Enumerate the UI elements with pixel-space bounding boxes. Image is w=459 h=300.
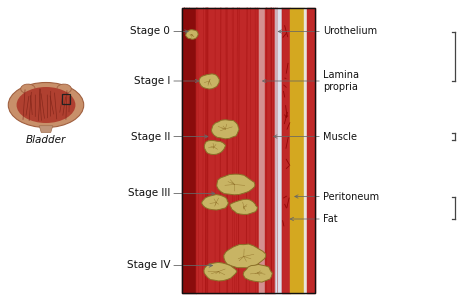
Polygon shape xyxy=(203,262,236,281)
Bar xyxy=(181,8,314,292)
Ellipse shape xyxy=(57,84,71,94)
Bar xyxy=(62,94,70,104)
Text: Stage II: Stage II xyxy=(130,131,170,142)
Text: Stage IV: Stage IV xyxy=(126,260,170,271)
Polygon shape xyxy=(224,244,265,268)
Ellipse shape xyxy=(17,87,75,123)
Ellipse shape xyxy=(21,84,35,94)
Text: Lamina
propria: Lamina propria xyxy=(323,70,358,92)
Polygon shape xyxy=(199,74,219,89)
Polygon shape xyxy=(216,174,254,195)
Polygon shape xyxy=(204,140,225,154)
Text: Stage III: Stage III xyxy=(128,188,170,199)
Polygon shape xyxy=(201,194,228,210)
Polygon shape xyxy=(185,30,198,39)
Ellipse shape xyxy=(8,82,84,128)
Text: Peritoneum: Peritoneum xyxy=(323,191,379,202)
Text: Muscle: Muscle xyxy=(323,131,357,142)
Text: Fat: Fat xyxy=(323,214,337,224)
Polygon shape xyxy=(230,199,257,214)
Text: Urothelium: Urothelium xyxy=(323,26,377,37)
Text: Stage 0: Stage 0 xyxy=(130,26,170,37)
Polygon shape xyxy=(39,126,53,132)
Text: Bladder: Bladder xyxy=(26,135,66,146)
Polygon shape xyxy=(211,120,239,139)
Polygon shape xyxy=(243,264,272,282)
Text: Stage I: Stage I xyxy=(134,76,170,86)
